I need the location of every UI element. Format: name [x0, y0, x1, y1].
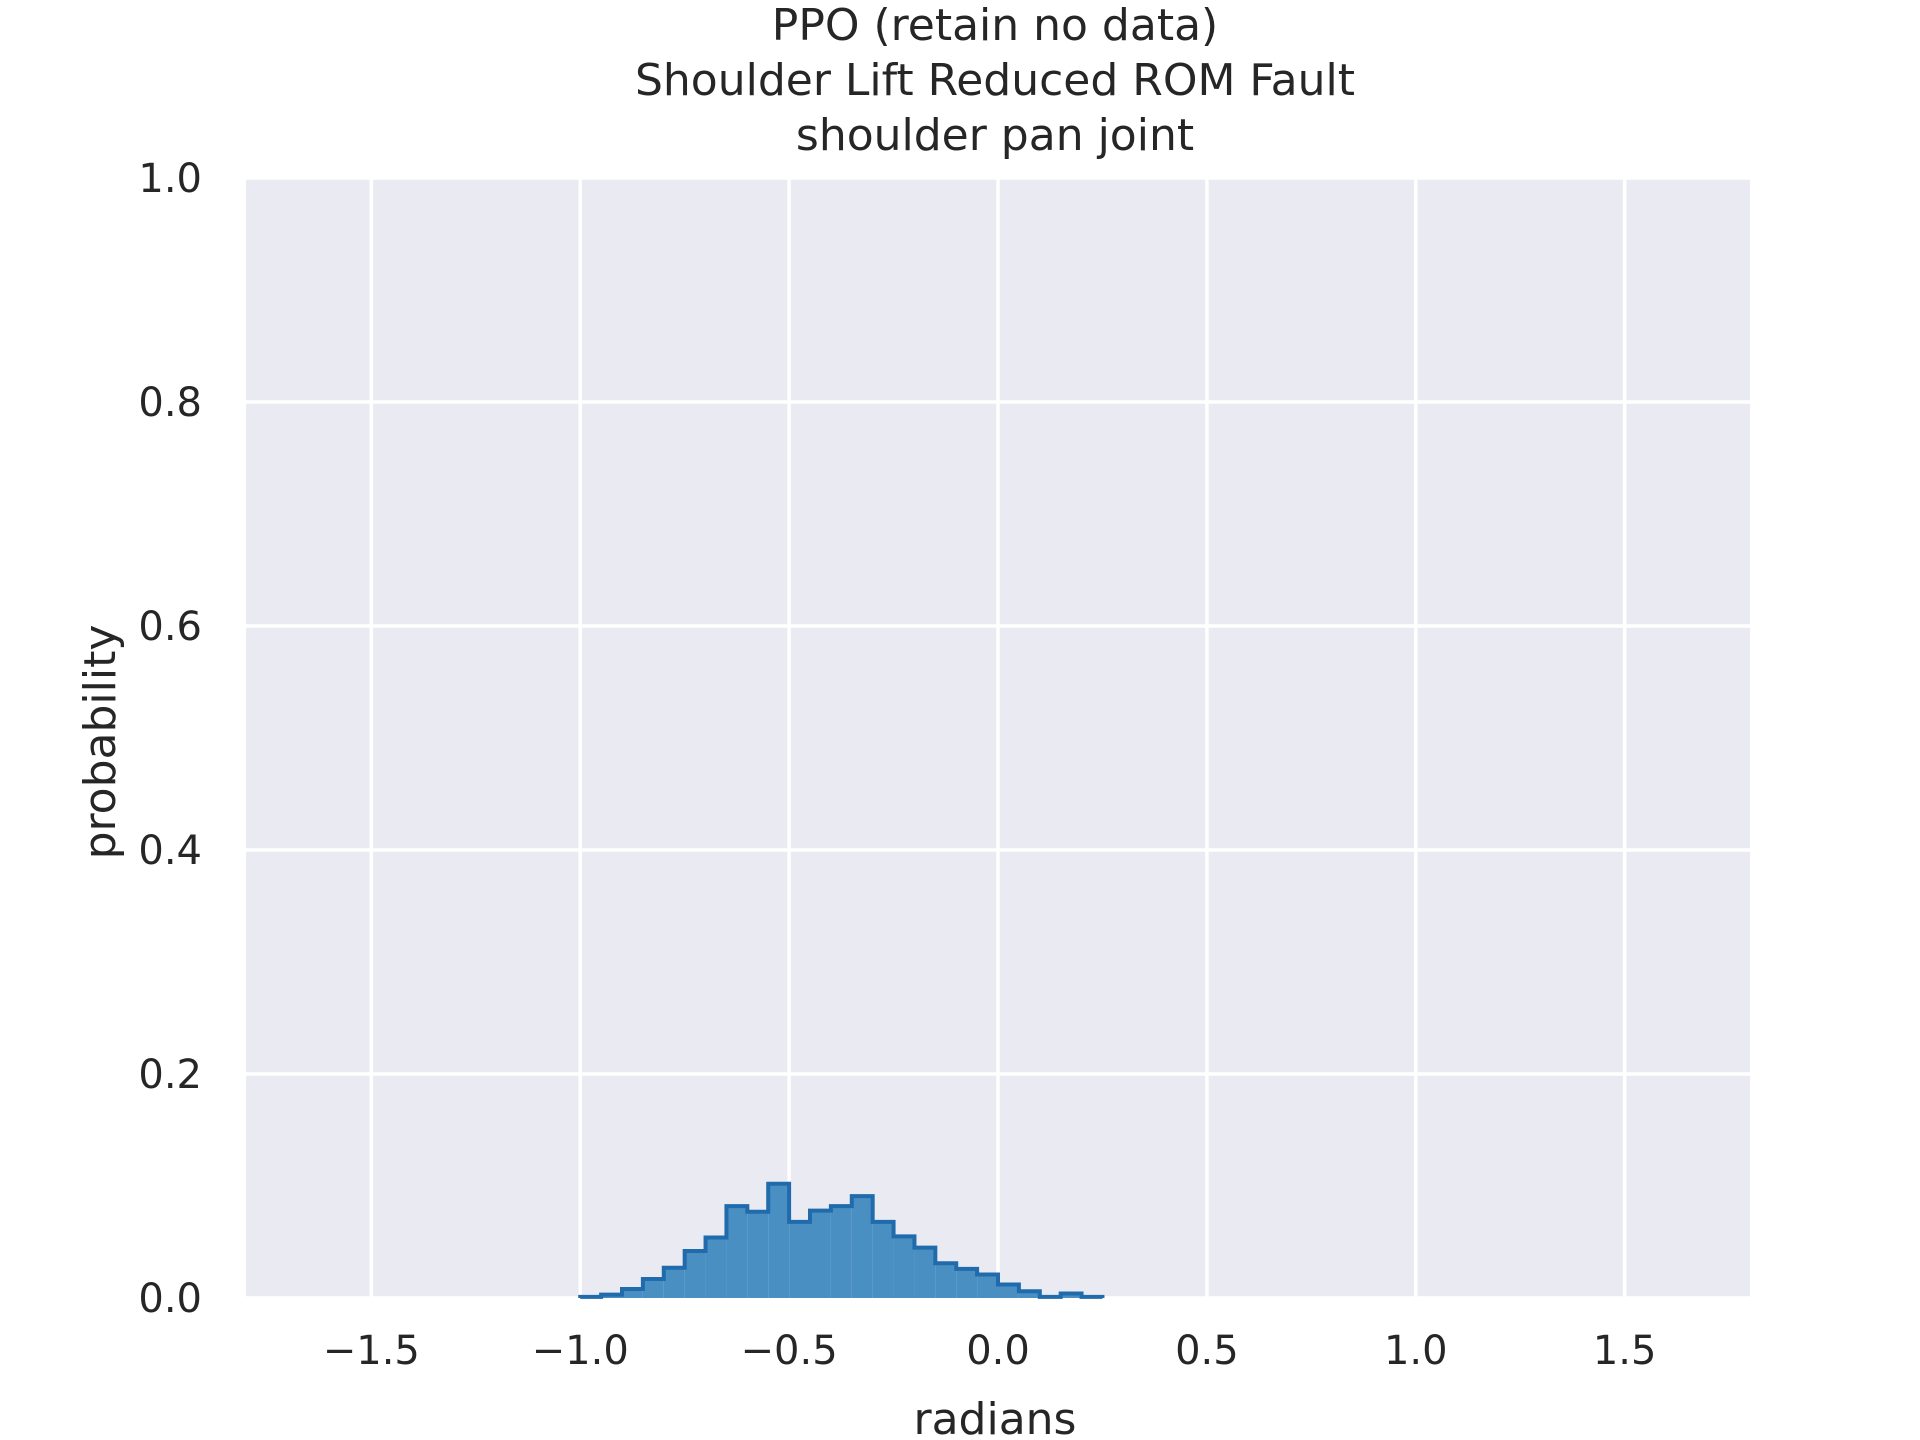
chart-title-line-2: Shoulder Lift Reduced ROM Fault [635, 55, 1355, 106]
y-tick-label: 0.2 [138, 1052, 202, 1098]
x-tick-label: 1.0 [1384, 1328, 1448, 1374]
histogram-bar [642, 1278, 664, 1298]
x-tick-label: 1.5 [1593, 1328, 1657, 1374]
y-tick-label: 0.8 [138, 380, 202, 426]
x-tick-label: 0.5 [1175, 1328, 1239, 1374]
histogram-bar [956, 1268, 978, 1298]
chart-title-line-1: PPO (retain no data) [772, 0, 1218, 51]
chart-title-line-3: shoulder pan joint [796, 110, 1194, 161]
x-tick-label: −1.0 [532, 1328, 629, 1374]
histogram-bar [663, 1267, 685, 1298]
histogram-bars [580, 1183, 1103, 1298]
y-tick-labels: 0.0 0.2 0.4 0.6 0.8 1.0 [138, 156, 202, 1322]
x-tick-label: −0.5 [741, 1328, 838, 1374]
histogram-bar [747, 1211, 769, 1298]
histogram-bar [1018, 1291, 1040, 1298]
histogram-bar [914, 1247, 936, 1298]
histogram-step-outline [578, 1181, 1105, 1299]
histogram-bar [622, 1289, 643, 1298]
histogram-bar [830, 1206, 852, 1298]
x-gridlines [369, 178, 1627, 1298]
histogram-bar [977, 1274, 998, 1298]
histogram-bar [872, 1221, 894, 1298]
histogram-bar [998, 1284, 1019, 1298]
y-gridlines [246, 176, 1750, 1300]
histogram-bar [789, 1221, 810, 1298]
x-tick-label: −1.5 [323, 1328, 420, 1374]
histogram-bar [810, 1210, 831, 1298]
y-tick-label: 0.4 [138, 828, 202, 874]
y-axis-label: probability [75, 625, 126, 860]
x-axis-label: radians [914, 1394, 1077, 1440]
histogram-bar [893, 1236, 915, 1298]
histogram-bar [851, 1196, 873, 1298]
y-tick-label: 1.0 [138, 156, 202, 202]
histogram-bar [1060, 1293, 1082, 1298]
histogram-bar [768, 1183, 790, 1298]
y-tick-label: 0.0 [138, 1276, 202, 1322]
histogram-bar [726, 1206, 748, 1298]
x-tick-label: 0.0 [966, 1328, 1030, 1374]
y-tick-label: 0.6 [138, 604, 202, 650]
histogram-bar [684, 1250, 706, 1298]
histogram-bar [935, 1263, 957, 1298]
histogram-bar [705, 1237, 727, 1298]
x-tick-labels: −1.5 −1.0 −0.5 0.0 0.5 1.0 1.5 [323, 1328, 1657, 1374]
